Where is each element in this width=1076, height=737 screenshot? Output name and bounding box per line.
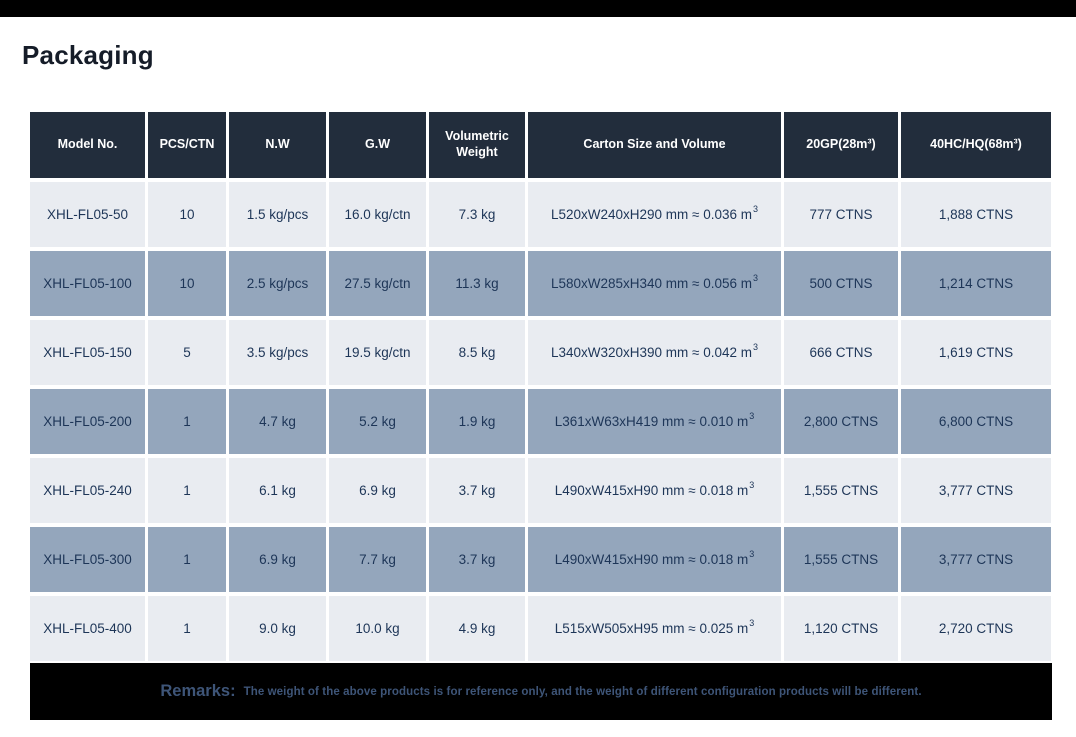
- cell-pcs: 10: [148, 251, 226, 316]
- table-row: XHL-FL05-50 10 1.5 kg/pcs 16.0 kg/ctn 7.3 kg…: [30, 182, 1052, 247]
- cell-hc40: 3,777 CTNS: [901, 527, 1051, 592]
- cell-gp20: 777 CTNS: [784, 182, 898, 247]
- cell-hc40: 3,777 CTNS: [901, 458, 1051, 523]
- cell-nw: 3.5 kg/pcs: [229, 320, 326, 385]
- carton-size-superscript: 3: [749, 479, 755, 490]
- cell-nw: 6.1 kg: [229, 458, 326, 523]
- column-header-gp20: 20GP(28m³): [784, 112, 898, 178]
- carton-size-superscript: 3: [749, 410, 755, 421]
- cell-hc40: 1,619 CTNS: [901, 320, 1051, 385]
- top-black-bar: [0, 0, 1076, 17]
- packaging-table: Model No. PCS/CTN N.W G.W Volumetric Weight C…: [30, 112, 1052, 661]
- column-header-gw: G.W: [329, 112, 426, 178]
- cell-nw: 9.0 kg: [229, 596, 326, 661]
- cell-model: XHL-FL05-50: [30, 182, 145, 247]
- table-row: XHL-FL05-200 1 4.7 kg 5.2 kg 1.9 kg L361xW63x…: [30, 389, 1052, 454]
- cell-vw: 11.3 kg: [429, 251, 525, 316]
- cell-model: XHL-FL05-300: [30, 527, 145, 592]
- column-header-pcs: PCS/CTN: [148, 112, 226, 178]
- remarks-text: The weight of the above products is for …: [243, 685, 922, 698]
- carton-size-superscript: 3: [749, 548, 755, 559]
- cell-gp20: 1,555 CTNS: [784, 527, 898, 592]
- cell-vw: 4.9 kg: [429, 596, 525, 661]
- cell-model: XHL-FL05-100: [30, 251, 145, 316]
- cell-hc40: 1,214 CTNS: [901, 251, 1051, 316]
- cell-gp20: 500 CTNS: [784, 251, 898, 316]
- cell-nw: 4.7 kg: [229, 389, 326, 454]
- carton-size-superscript: 3: [753, 341, 759, 352]
- cell-gp20: 666 CTNS: [784, 320, 898, 385]
- cell-pcs: 10: [148, 182, 226, 247]
- cell-gp20: 1,120 CTNS: [784, 596, 898, 661]
- cell-hc40: 1,888 CTNS: [901, 182, 1051, 247]
- cell-nw: 1.5 kg/pcs: [229, 182, 326, 247]
- cell-vw: 8.5 kg: [429, 320, 525, 385]
- cell-vw: 1.9 kg: [429, 389, 525, 454]
- remarks-bar: Remarks: The weight of the above product…: [30, 663, 1052, 720]
- table-row: XHL-FL05-400 1 9.0 kg 10.0 kg 4.9 kg L515xW50…: [30, 596, 1052, 661]
- cell-gp20: 1,555 CTNS: [784, 458, 898, 523]
- remarks-label: Remarks:: [160, 682, 236, 700]
- cell-model: XHL-FL05-200: [30, 389, 145, 454]
- cell-gw: 7.7 kg: [329, 527, 426, 592]
- cell-pcs: 1: [148, 527, 226, 592]
- cell-gw: 16.0 kg/ctn: [329, 182, 426, 247]
- table-row: XHL-FL05-100 10 2.5 kg/pcs 27.5 kg/ctn 11.3 …: [30, 251, 1052, 316]
- cell-gw: 10.0 kg: [329, 596, 426, 661]
- cell-vw: 3.7 kg: [429, 527, 525, 592]
- carton-size-text: L515xW505xH95 mm ≈ 0.025 m: [554, 621, 749, 636]
- cell-model: XHL-FL05-400: [30, 596, 145, 661]
- cell-hc40: 2,720 CTNS: [901, 596, 1051, 661]
- column-header-nw: N.W: [229, 112, 326, 178]
- cell-vw: 3.7 kg: [429, 458, 525, 523]
- table-row: XHL-FL05-240 1 6.1 kg 6.9 kg 3.7 kg L490xW415…: [30, 458, 1052, 523]
- cell-pcs: 5: [148, 320, 226, 385]
- carton-size-text: L520xW240xH290 mm ≈ 0.036 m: [550, 207, 752, 222]
- cell-model: XHL-FL05-240: [30, 458, 145, 523]
- cell-gw: 19.5 kg/ctn: [329, 320, 426, 385]
- carton-size-text: L490xW415xH90 mm ≈ 0.018 m: [554, 483, 749, 498]
- cell-hc40: 6,800 CTNS: [901, 389, 1051, 454]
- carton-size-text: L361xW63xH419 mm ≈ 0.010 m: [554, 414, 749, 429]
- cell-pcs: 1: [148, 596, 226, 661]
- carton-size-superscript: 3: [749, 617, 755, 628]
- cell-model: XHL-FL05-150: [30, 320, 145, 385]
- cell-pcs: 1: [148, 458, 226, 523]
- table-row: XHL-FL05-300 1 6.9 kg 7.7 kg 3.7 kg L490xW415…: [30, 527, 1052, 592]
- carton-size-text: L580xW285xH340 mm ≈ 0.056 m: [550, 276, 752, 291]
- carton-size-superscript: 3: [753, 272, 759, 283]
- column-header-model: Model No.: [30, 112, 145, 178]
- table-body: XHL-FL05-50 10 1.5 kg/pcs 16.0 kg/ctn 7.3 kg…: [30, 182, 1052, 661]
- carton-size-text: L340xW320xH390 mm ≈ 0.042 m: [550, 345, 752, 360]
- column-header-vw: Volumetric Weight: [429, 112, 525, 178]
- cell-vw: 7.3 kg: [429, 182, 525, 247]
- carton-size-superscript: 3: [753, 203, 759, 214]
- cell-gw: 5.2 kg: [329, 389, 426, 454]
- cell-gw: 27.5 kg/ctn: [329, 251, 426, 316]
- column-header-hc40: 40HC/HQ(68m³): [901, 112, 1051, 178]
- table-header-row: Model No. PCS/CTN N.W G.W Volumetric Weight C…: [30, 112, 1052, 178]
- cell-nw: 2.5 kg/pcs: [229, 251, 326, 316]
- carton-size-text: L490xW415xH90 mm ≈ 0.018 m: [554, 552, 749, 567]
- cell-nw: 6.9 kg: [229, 527, 326, 592]
- page-title: Packaging: [22, 40, 154, 70]
- cell-pcs: 1: [148, 389, 226, 454]
- column-header-carton: Carton Size and Volume: [528, 112, 781, 178]
- cell-gw: 6.9 kg: [329, 458, 426, 523]
- cell-gp20: 2,800 CTNS: [784, 389, 898, 454]
- table-row: XHL-FL05-150 5 3.5 kg/pcs 19.5 kg/ctn 8.5 kg…: [30, 320, 1052, 385]
